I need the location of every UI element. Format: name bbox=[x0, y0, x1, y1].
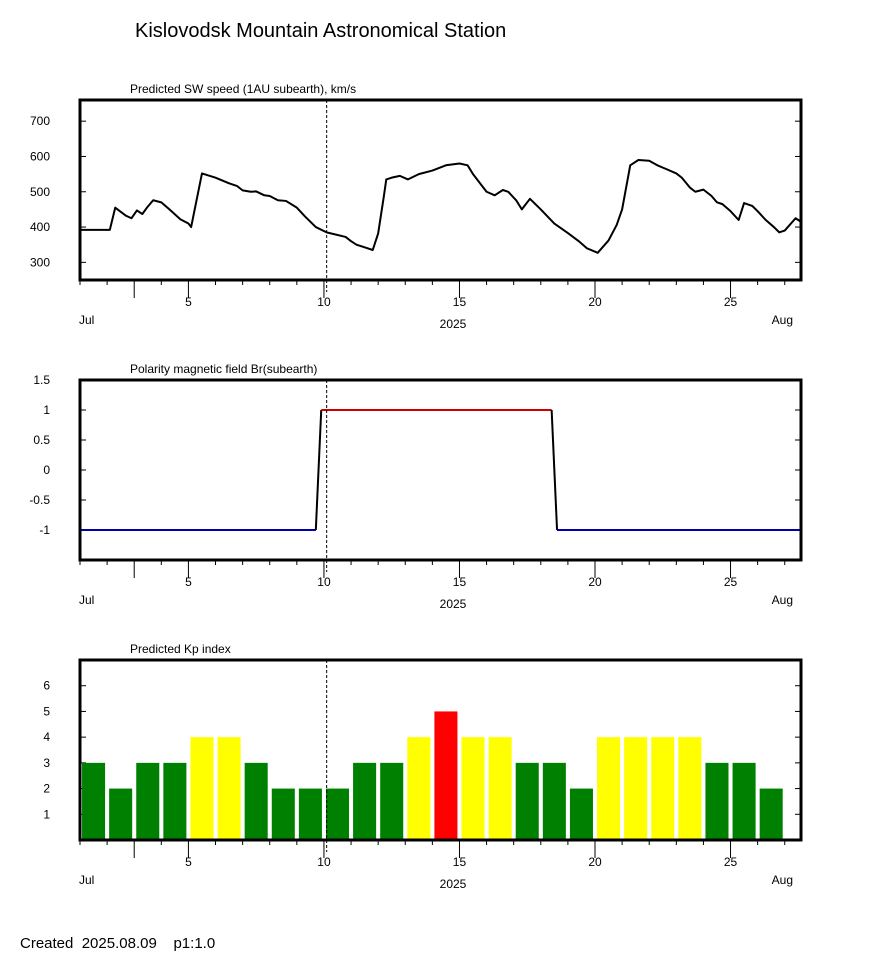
kp-bar bbox=[678, 737, 702, 840]
kp-bar bbox=[407, 737, 431, 840]
kp-bar bbox=[136, 762, 160, 840]
kp-bar bbox=[515, 762, 539, 840]
x-tick-label: 15 bbox=[453, 855, 467, 869]
y-tick-label: 6 bbox=[43, 679, 50, 693]
month-end-label: Aug bbox=[772, 313, 793, 327]
y-tick-label: 700 bbox=[30, 114, 50, 128]
y-tick-label: 2 bbox=[43, 782, 50, 796]
x-tick-label: 15 bbox=[453, 295, 467, 309]
kp-bar bbox=[542, 762, 566, 840]
y-tick-label: 4 bbox=[43, 730, 50, 744]
plot-frame bbox=[78, 98, 803, 282]
kp-bar bbox=[217, 737, 241, 840]
created-footer: Created 2025.08.09 p1:1.0 bbox=[20, 935, 215, 952]
y-tick-label: 0 bbox=[43, 463, 50, 477]
solar-wind-speed-chart: Predicted SW speed (1AU subearth), km/s 3… bbox=[30, 82, 803, 331]
y-tick-label: 400 bbox=[30, 220, 50, 234]
page-title: Kislovodsk Mountain Astronomical Station bbox=[135, 20, 507, 42]
kp-bar bbox=[732, 762, 756, 840]
x-tick-label: 20 bbox=[588, 295, 602, 309]
month-start-label: Jul bbox=[79, 313, 94, 327]
x-tick-label: 15 bbox=[453, 575, 467, 589]
year-label: 2025 bbox=[440, 877, 467, 891]
kp-bar bbox=[651, 737, 675, 840]
kp-bar bbox=[759, 788, 783, 840]
kp-bar bbox=[597, 737, 621, 840]
panel-title: Polarity magnetic field Br(subearth) bbox=[130, 362, 317, 376]
kp-bar bbox=[298, 788, 322, 840]
polarity-line bbox=[550, 409, 559, 531]
polarity-chart: Polarity magnetic field Br(subearth) -1 -0… bbox=[29, 362, 803, 611]
x-tick-label: 10 bbox=[317, 575, 331, 589]
y-tick-label: 300 bbox=[30, 255, 50, 269]
y-tick-label: -0.5 bbox=[29, 493, 50, 507]
kp-bar bbox=[244, 762, 268, 840]
x-tick-label: 25 bbox=[724, 295, 738, 309]
page-number: p1:1.0 bbox=[173, 935, 216, 952]
x-tick-label: 20 bbox=[588, 575, 602, 589]
kp-bar bbox=[461, 737, 485, 840]
y-tick-label: 1.5 bbox=[33, 373, 50, 387]
y-tick-label: 1 bbox=[43, 403, 50, 417]
year-label: 2025 bbox=[440, 597, 467, 611]
plot-frame bbox=[78, 658, 803, 842]
x-tick-label: 25 bbox=[724, 575, 738, 589]
kp-bar bbox=[488, 737, 512, 840]
kp-bar bbox=[434, 711, 458, 840]
month-end-label: Aug bbox=[772, 593, 793, 607]
plot-frame bbox=[78, 378, 803, 562]
month-start-label: Jul bbox=[79, 873, 94, 887]
x-tick-label: 5 bbox=[185, 575, 192, 589]
y-tick-label: -1 bbox=[39, 523, 50, 537]
kp-bar bbox=[569, 788, 593, 840]
kp-bar bbox=[325, 788, 350, 840]
kp-bar bbox=[190, 737, 214, 840]
created-date: 2025.08.09 bbox=[81, 935, 157, 952]
y-tick-label: 1 bbox=[43, 807, 50, 821]
created-label: Created bbox=[20, 935, 74, 952]
month-end-label: Aug bbox=[772, 873, 793, 887]
x-tick-label: 10 bbox=[317, 295, 331, 309]
y-tick-label: 3 bbox=[43, 756, 50, 770]
kp-bar bbox=[271, 788, 295, 840]
x-tick-label: 20 bbox=[588, 855, 602, 869]
kp-bar bbox=[353, 762, 377, 840]
y-tick-label: 600 bbox=[30, 149, 50, 163]
panel-title: Predicted Kp index bbox=[130, 642, 231, 656]
sw-speed-line bbox=[80, 159, 802, 254]
kp-bar bbox=[109, 788, 133, 840]
kp-bar bbox=[82, 762, 106, 840]
y-tick-label: 500 bbox=[30, 185, 50, 199]
kp-bar bbox=[380, 762, 404, 840]
year-label: 2025 bbox=[440, 317, 467, 331]
kp-bar bbox=[624, 737, 648, 840]
kp-bar bbox=[705, 762, 729, 840]
y-tick-label: 5 bbox=[43, 704, 50, 718]
month-start-label: Jul bbox=[79, 593, 94, 607]
x-tick-label: 5 bbox=[185, 295, 192, 309]
y-tick-label: 0.5 bbox=[33, 433, 50, 447]
x-tick-label: 25 bbox=[724, 855, 738, 869]
kp-bar bbox=[163, 762, 187, 840]
polarity-line bbox=[314, 409, 323, 531]
x-tick-label: 10 bbox=[317, 855, 331, 869]
x-tick-label: 5 bbox=[185, 855, 192, 869]
panel-title: Predicted SW speed (1AU subearth), km/s bbox=[130, 82, 356, 96]
